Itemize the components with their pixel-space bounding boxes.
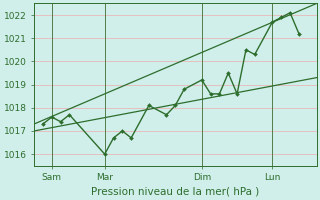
X-axis label: Pression niveau de la mer( hPa ): Pression niveau de la mer( hPa ) [91, 187, 260, 197]
